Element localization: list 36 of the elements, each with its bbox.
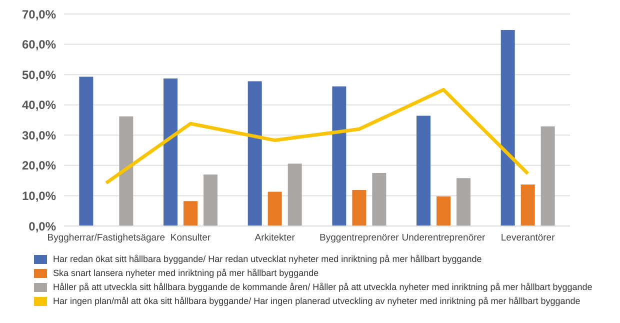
bar: [248, 81, 262, 226]
bar: [332, 86, 346, 226]
bar: [79, 76, 94, 226]
bar: [352, 190, 366, 226]
x-tick-label: Leverantörer: [500, 232, 555, 244]
bar: [520, 184, 535, 226]
legend-label: Har redan ökat sitt hållbara byggande/ Har redan utvecklat nyheter med inriktning på mer hållbart byggande: [53, 253, 482, 266]
x-tick-label: Konsulter: [170, 232, 211, 244]
bar: [288, 164, 302, 226]
y-tick-label: 60,0%: [22, 38, 56, 52]
bar: [500, 30, 515, 226]
y-tick-label: 10,0%: [22, 188, 56, 203]
bar: [540, 126, 555, 226]
y-tick-label: 20,0%: [22, 158, 56, 173]
bar: [456, 178, 471, 226]
line-series: [104, 88, 530, 185]
legend-label: Har ingen plan/mål att öka sitt hållbara byggande/ Har ingen planerad utveckling av nyheter med inriktning på mer hållbart byggande: [53, 295, 580, 308]
bar: [204, 174, 218, 226]
y-tick-label: 30,0%: [22, 128, 56, 142]
legend-label: Ska snart lansera nyheter med inriktning på mer hållbart byggande: [53, 267, 319, 280]
x-tick-label: Byggentreprenörer: [320, 232, 399, 244]
y-tick-label: 70,0%: [22, 7, 56, 22]
bar: [372, 173, 386, 226]
x-tick-label: Underentreprenörer: [402, 232, 486, 244]
bar: [119, 116, 134, 226]
y-tick-label: 40,0%: [22, 98, 56, 112]
bar: [436, 196, 451, 226]
y-tick-label: 50,0%: [22, 68, 56, 82]
bar: [184, 201, 198, 226]
y-tick-label: 0,0%: [28, 219, 56, 234]
x-tick-label: Byggherrar/Fastighetsägare: [47, 232, 166, 244]
x-tick-label: Arkitekter: [254, 232, 295, 244]
legend-label: Håller på att utveckla sitt hållbara byggande de kommande åren/ Håller på att utveckla nyheter med inriktning på mer hållbart byggande: [53, 281, 592, 294]
bar: [164, 78, 178, 226]
bar: [416, 116, 431, 226]
bar: [268, 192, 282, 226]
